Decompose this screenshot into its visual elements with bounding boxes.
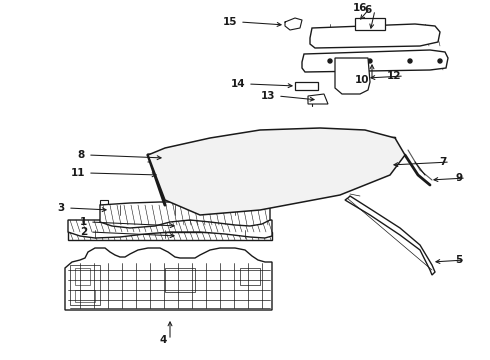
Polygon shape (68, 232, 272, 240)
Polygon shape (70, 265, 100, 305)
Polygon shape (335, 58, 370, 94)
Polygon shape (100, 200, 108, 208)
Circle shape (408, 59, 412, 63)
Circle shape (368, 59, 372, 63)
Polygon shape (68, 220, 272, 238)
Polygon shape (302, 50, 448, 72)
Circle shape (438, 59, 442, 63)
Text: 14: 14 (230, 79, 245, 89)
Polygon shape (345, 196, 435, 275)
Polygon shape (308, 94, 328, 104)
Text: 12: 12 (387, 71, 401, 81)
Text: 13: 13 (261, 91, 275, 101)
Text: 3: 3 (58, 203, 65, 213)
Text: 5: 5 (455, 255, 462, 265)
Polygon shape (75, 268, 90, 285)
Text: 7: 7 (440, 157, 447, 167)
Polygon shape (65, 248, 272, 310)
Circle shape (328, 59, 332, 63)
Text: 15: 15 (222, 17, 237, 27)
Polygon shape (75, 290, 95, 302)
Text: 16: 16 (352, 3, 367, 13)
Text: 2: 2 (80, 227, 87, 237)
Polygon shape (100, 202, 270, 228)
Text: 11: 11 (71, 168, 85, 178)
Polygon shape (355, 18, 385, 30)
Polygon shape (295, 82, 318, 90)
Polygon shape (310, 24, 440, 48)
Text: 10: 10 (354, 75, 369, 85)
Text: 4: 4 (160, 335, 167, 345)
Text: 1: 1 (80, 217, 87, 227)
Polygon shape (240, 268, 260, 285)
Text: 6: 6 (365, 5, 372, 15)
Polygon shape (148, 128, 405, 215)
Text: 8: 8 (78, 150, 85, 160)
Polygon shape (165, 268, 195, 292)
Text: 9: 9 (456, 173, 463, 183)
